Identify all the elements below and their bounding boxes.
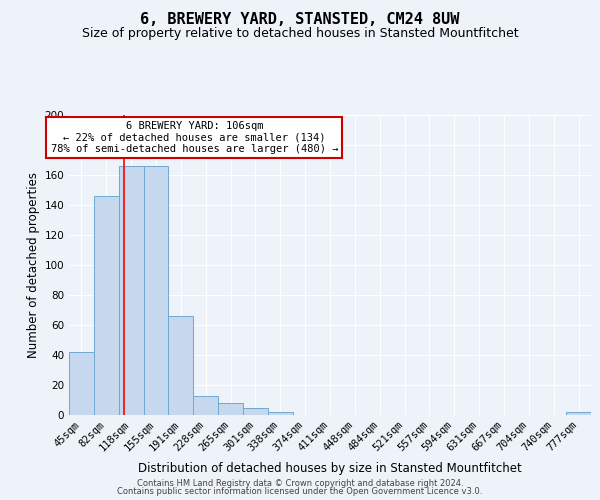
Bar [69, 352, 94, 415]
Text: 6, BREWERY YARD, STANSTED, CM24 8UW: 6, BREWERY YARD, STANSTED, CM24 8UW [140, 12, 460, 28]
Bar [218, 403, 243, 415]
Y-axis label: Number of detached properties: Number of detached properties [27, 172, 40, 358]
Text: Contains public sector information licensed under the Open Government Licence v3: Contains public sector information licen… [118, 487, 482, 496]
Bar [193, 396, 218, 415]
Text: Size of property relative to detached houses in Stansted Mountfitchet: Size of property relative to detached ho… [82, 28, 518, 40]
Bar [143, 166, 169, 415]
Bar [119, 166, 143, 415]
X-axis label: Distribution of detached houses by size in Stansted Mountfitchet: Distribution of detached houses by size … [138, 462, 522, 475]
Bar [243, 408, 268, 415]
Text: 6 BREWERY YARD: 106sqm
← 22% of detached houses are smaller (134)
78% of semi-de: 6 BREWERY YARD: 106sqm ← 22% of detached… [50, 121, 338, 154]
Bar [169, 316, 193, 415]
Text: Contains HM Land Registry data © Crown copyright and database right 2024.: Contains HM Land Registry data © Crown c… [137, 478, 463, 488]
Bar [94, 196, 119, 415]
Bar [268, 412, 293, 415]
Bar [566, 412, 591, 415]
